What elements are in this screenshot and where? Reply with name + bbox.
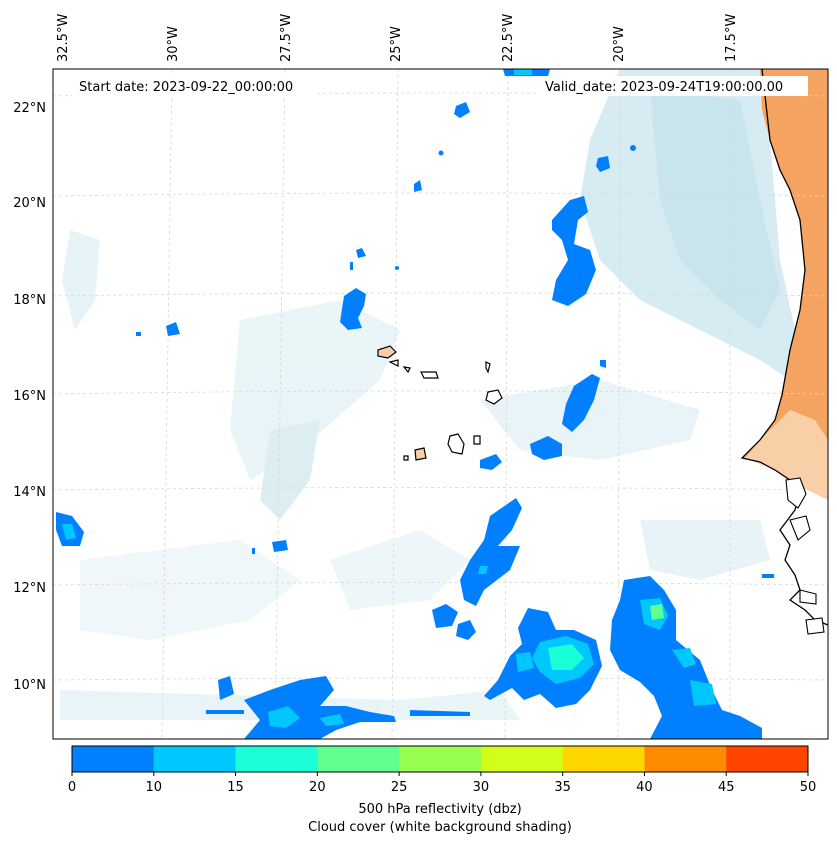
lat-label-22n: 22°N [13, 101, 46, 116]
colorbar-tick-label-3: 20 [309, 780, 326, 795]
colorbar-swatch-0 [72, 746, 155, 772]
lon-label-30w: 30°W [166, 26, 181, 62]
lat-label-20n: 20°N [13, 196, 46, 211]
colorbar-swatch-3 [317, 746, 400, 772]
lat-label-14n: 14°N [13, 485, 46, 500]
colorbar-swatch-8 [726, 746, 809, 772]
lon-label-27-5w: 27.5°W [279, 14, 294, 62]
colorbar-swatch-2 [235, 746, 318, 772]
colorbar-swatch-1 [153, 746, 237, 772]
colorbar-tick-label-9: 50 [800, 780, 817, 795]
coastline [740, 69, 828, 626]
lat-label-12n: 12°N [13, 581, 46, 596]
colorbar-tick-label-4: 25 [391, 780, 408, 795]
colorbar-border [71, 745, 809, 773]
colorbar-tick-label-7: 40 [636, 780, 653, 795]
reflectivity-cells [56, 69, 825, 739]
africa-landmass [742, 69, 828, 620]
longitude-labels: 32.5°W 30°W 27.5°W 25°W 22.5°W 20°W 17.5… [56, 14, 739, 62]
lat-label-10n: 10°N [13, 678, 46, 693]
colorbar-label-line2: Cloud cover (white background shading) [308, 820, 572, 835]
start-date-text: Start date: 2023-09-22_00:00:00 [79, 80, 293, 95]
colorbar-swatch-5 [480, 746, 564, 772]
colorbar-ticks: 0 10 15 20 25 30 35 40 45 50 [68, 772, 816, 795]
colorbar-tick-label-1: 10 [146, 780, 163, 795]
cape-verde-islands [377, 345, 503, 461]
lat-label-18n: 18°N [13, 293, 46, 308]
map-frame [52, 68, 829, 740]
colorbar-swatches [72, 746, 809, 772]
start-date-box: Start date: 2023-09-22_00:00:00 [72, 76, 318, 96]
lon-label-32-5w: 32.5°W [56, 14, 71, 62]
lon-label-22-5w: 22.5°W [501, 14, 516, 62]
lon-label-25w: 25°W [389, 26, 404, 62]
colorbar-tick-label-2: 15 [227, 780, 244, 795]
lat-label-16n: 16°N [13, 389, 46, 404]
latitude-labels: 22°N 20°N 18°N 16°N 14°N 12°N 10°N [13, 101, 46, 693]
colorbar-label-line1: 500 hPa reflectivity (dbz) [358, 802, 521, 817]
lon-label-20w: 20°W [612, 26, 627, 62]
valid-date-box: Valid_date: 2023-09-24T19:00:00.00 [538, 76, 808, 96]
lon-label-17-5w: 17.5°W [724, 14, 739, 62]
colorbar-swatch-6 [562, 746, 645, 772]
colorbar-tick-label-0: 0 [68, 780, 76, 795]
valid-date-text: Valid_date: 2023-09-24T19:00:00.00 [545, 80, 783, 95]
colorbar-tick-label-8: 45 [718, 780, 735, 795]
colorbar-tick-label-5: 30 [473, 780, 490, 795]
colorbar-swatch-7 [644, 746, 727, 772]
colorbar: 0 10 15 20 25 30 35 40 45 50 500 hPa reflectivity… [68, 745, 816, 835]
colorbar-swatch-4 [399, 746, 482, 772]
colorbar-tick-label-6: 35 [554, 780, 571, 795]
